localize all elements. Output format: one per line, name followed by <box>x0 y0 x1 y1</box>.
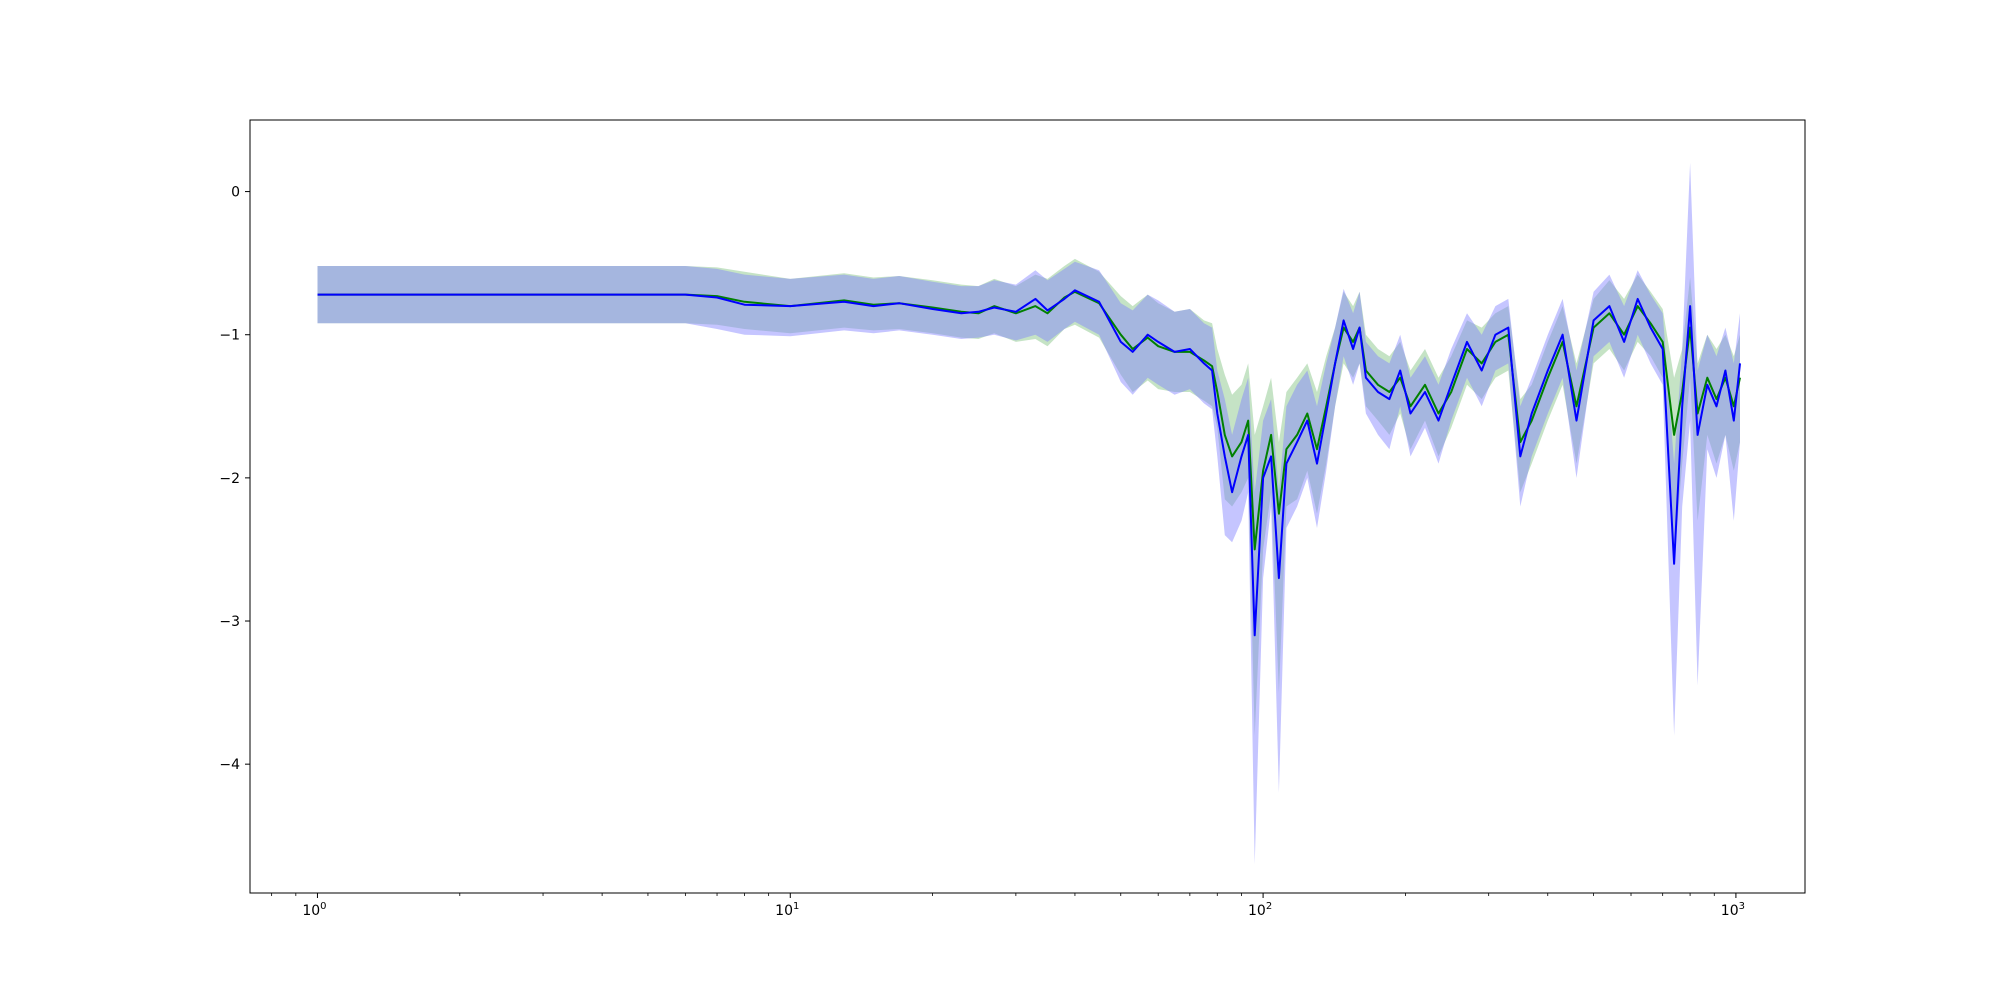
x-tick-label: 101 <box>775 901 799 919</box>
plot-frame <box>249 119 1806 894</box>
series-layer <box>317 162 1741 865</box>
y-axis: 0 −1 −2 −3 −4 <box>219 185 250 773</box>
y-tick-label: −2 <box>219 471 240 487</box>
y-tick-label: 0 <box>231 185 240 201</box>
y-tick-label: −3 <box>219 614 240 630</box>
y-tick-label: −1 <box>219 328 240 344</box>
x-tick-label: 100 <box>302 901 326 919</box>
series-1-band <box>317 258 1740 736</box>
x-tick-label: 102 <box>1248 901 1272 919</box>
x-tick-label: 103 <box>1721 901 1745 919</box>
x-axis: 100 101 102 103 <box>271 893 1745 919</box>
series-2-line <box>317 289 1741 637</box>
y-tick-label: −4 <box>219 757 240 773</box>
